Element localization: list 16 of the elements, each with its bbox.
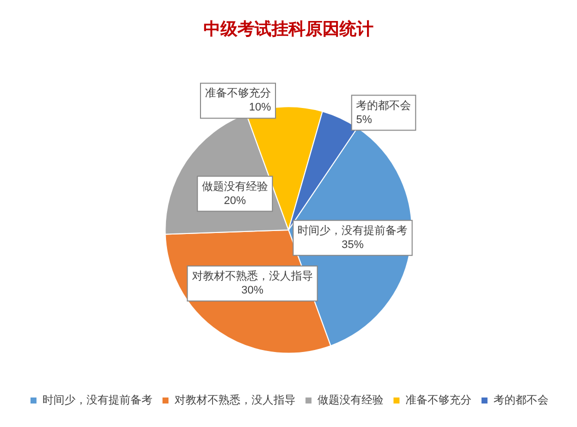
data-label: 5% <box>356 114 372 126</box>
slice-label: 时间少，没有提前备考 <box>298 224 408 237</box>
data-label: 35% <box>342 238 364 251</box>
slice-label: 准备不够充分 <box>204 86 271 100</box>
legend-label: 考的都不会 <box>494 394 548 406</box>
legend-label: 准备不够充分 <box>406 394 472 406</box>
legend-label: 做题没有经验 <box>318 394 384 406</box>
slice-label: 做题没有经验 <box>202 180 268 193</box>
data-label: 20% <box>224 194 246 207</box>
chart-title: 中级考试挂科原因统计 <box>204 20 374 40</box>
data-label: 30% <box>241 284 264 297</box>
legend-label: 对教材不熟悉，没人指导 <box>174 394 296 406</box>
data-label: 10% <box>248 102 272 114</box>
slice-label: 对教材不熟悉，没人指导 <box>192 270 313 283</box>
slice-label: 考的都不会 <box>356 98 412 112</box>
legend-label: 时间少，没有提前备考 <box>42 394 152 406</box>
